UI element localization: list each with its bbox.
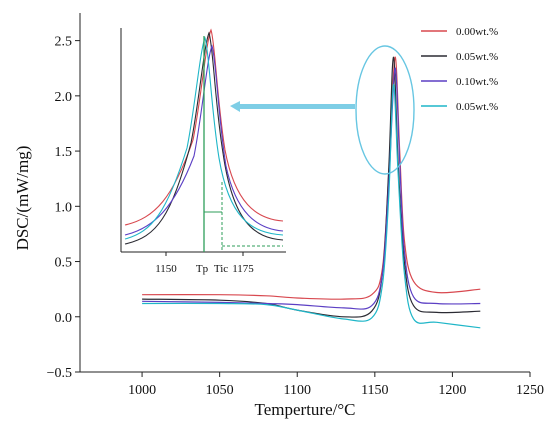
- tp-label: Tp: [196, 263, 209, 275]
- series-line-3: [142, 84, 481, 329]
- x-tick-label-1200: 1200: [438, 383, 466, 398]
- zoom-arrow: [230, 101, 355, 112]
- legend-label-2: 0.10wt.%: [456, 76, 498, 88]
- series-line-0: [142, 56, 481, 300]
- x-tick-label-1250: 1250: [516, 383, 544, 398]
- y-tick-label-2: 0.5: [55, 256, 73, 271]
- x-tick-label-1050: 1050: [206, 383, 234, 398]
- inset-series-line-2: [124, 44, 284, 236]
- tic-label: Tic: [214, 263, 228, 275]
- inset-plot: 1150 Tp Tic 1175: [120, 28, 286, 275]
- series-lines: [142, 56, 481, 329]
- legend-label-3: 0.05wt.%: [456, 101, 498, 113]
- series-line-1: [142, 56, 481, 318]
- axis-ticks: 1000 1050 1100 1150 1200 1250 −0.5 0.0 0.5 1.0 1.5…: [47, 35, 544, 398]
- y-tick-label-4: 1.5: [55, 145, 73, 160]
- zoom-arrow-shape: [230, 101, 355, 112]
- y-axis-title: DSC/(mW/mg): [13, 146, 32, 251]
- y-tick-label-0: −0.5: [47, 366, 72, 381]
- legend: 0.00wt.% 0.05wt.% 0.10wt.% 0.05wt.%: [421, 26, 498, 113]
- y-tick-label-3: 1.0: [55, 200, 73, 215]
- series-line-2: [142, 67, 481, 310]
- inset-tick-label-1175: 1175: [232, 263, 254, 275]
- x-tick-label-1000: 1000: [128, 383, 156, 398]
- legend-label-0: 0.00wt.%: [456, 26, 498, 38]
- y-tick-label-6: 2.5: [55, 35, 73, 50]
- peak-highlight-ellipse: [355, 45, 415, 175]
- y-tick-label-5: 2.0: [55, 90, 73, 105]
- inset-series-line-3: [124, 36, 284, 240]
- x-tick-label-1150: 1150: [361, 383, 388, 398]
- y-tick-label-1: 0.0: [55, 311, 73, 326]
- inset-tick-label-1150: 1150: [155, 263, 177, 275]
- legend-label-1: 0.05wt.%: [456, 51, 498, 63]
- x-tick-label-1100: 1100: [283, 383, 310, 398]
- plot-frame: [79, 13, 530, 373]
- x-axis-title: Temperture/°C: [255, 400, 356, 419]
- inset-series-lines: [124, 28, 284, 245]
